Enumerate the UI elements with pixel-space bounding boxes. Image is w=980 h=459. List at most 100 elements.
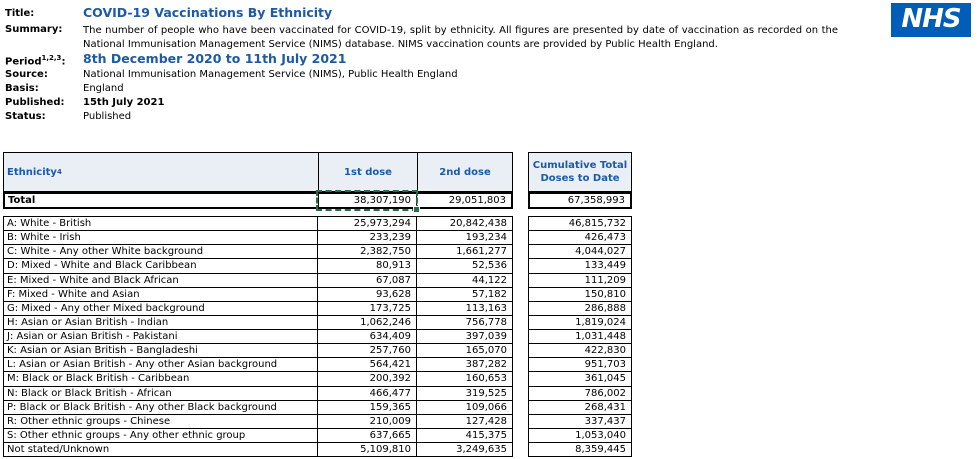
1st-dose-cell[interactable]: 159,365 — [318, 400, 417, 414]
table-row: M: Black or Black British - Caribbean 200… — [4, 372, 512, 387]
source-row: Source: National Immunisation Management… — [0, 69, 458, 80]
cumulative-cell[interactable]: 4,044,027 — [529, 245, 631, 260]
cumulative-cell[interactable]: 422,830 — [529, 344, 631, 359]
header-cell-ethnicity[interactable]: Ethnicity 4 — [4, 153, 319, 191]
ethnicity-cell[interactable]: L: Asian or Asian British - Any other As… — [4, 358, 318, 372]
table-row: G: Mixed - Any other Mixed background 173… — [4, 301, 512, 316]
title-row: Title: COVID-19 Vaccinations By Ethnicit… — [0, 5, 332, 20]
ethnicity-cell[interactable]: D: Mixed - White and Black Caribbean — [4, 259, 318, 273]
status-value: Published — [83, 111, 132, 122]
total-label-cell[interactable]: Total — [5, 194, 319, 207]
cumulative-cell[interactable]: 1,819,024 — [529, 316, 631, 330]
table-row: L: Asian or Asian British - Any other As… — [4, 358, 512, 373]
1st-dose-cell[interactable]: 25,973,294 — [318, 217, 417, 231]
1st-dose-cell[interactable]: 564,421 — [318, 358, 417, 372]
total-cumulative-cell[interactable]: 67,358,993 — [528, 192, 632, 209]
cumulative-cell[interactable]: 111,209 — [529, 274, 631, 288]
cumulative-data-column: 46,815,732 426,473 4,044,027 133,449 111,209… — [528, 216, 632, 457]
2nd-dose-cell[interactable]: 165,070 — [465, 345, 507, 357]
2nd-dose-cell[interactable]: 20,842,438 — [449, 218, 507, 230]
cumulative-cell[interactable]: 951,703 — [529, 358, 631, 373]
total-2nd-dose-cell[interactable]: 29,051,803 — [448, 195, 506, 206]
published-row: Published: 15th July 2021 — [0, 97, 164, 108]
basis-label: Basis: — [5, 83, 39, 94]
ethnicity-cell[interactable]: R: Other ethnic groups - Chinese — [4, 414, 318, 428]
1st-dose-cell[interactable]: 210,009 — [318, 414, 417, 428]
summary-text: The number of people who have been vacci… — [83, 25, 838, 50]
2nd-dose-cell[interactable]: 52,536 — [472, 260, 507, 272]
2nd-dose-cell[interactable]: 113,163 — [465, 302, 507, 314]
1st-dose-cell[interactable]: 80,913 — [318, 259, 417, 273]
cumulative-cell[interactable]: 337,437 — [529, 415, 631, 429]
ethnicity-cell[interactable]: K: Asian or Asian British - Bangladeshi — [4, 344, 318, 358]
published-value: 15th July 2021 — [83, 97, 165, 108]
cumulative-cell[interactable]: 426,473 — [529, 231, 631, 246]
table-row: E: Mixed - White and Black African 67,087… — [4, 273, 512, 288]
header-cell-1st-dose[interactable]: 1st dose — [319, 153, 418, 191]
1st-dose-cell[interactable]: 637,665 — [318, 428, 417, 442]
total-1st-dose-cell[interactable]: 38,307,190 — [319, 194, 417, 207]
cumulative-cell[interactable]: 150,810 — [529, 288, 631, 302]
1st-dose-cell[interactable]: 2,382,750 — [318, 245, 417, 259]
cumulative-cell[interactable]: 786,002 — [529, 387, 631, 401]
cumulative-cell[interactable]: 286,888 — [529, 302, 631, 316]
ethnicity-cell[interactable]: C: White - Any other White background — [4, 245, 318, 259]
ethnicity-cell[interactable]: H: Asian or Asian British - Indian — [4, 315, 318, 329]
1st-dose-cell[interactable]: 67,087 — [318, 273, 417, 287]
2nd-dose-cell[interactable]: 3,249,635 — [456, 444, 507, 456]
cumulative-cell[interactable]: 361,045 — [529, 372, 631, 387]
2nd-dose-cell[interactable]: 127,428 — [465, 415, 507, 427]
table-row: D: Mixed - White and Black Caribbean 80,9… — [4, 259, 512, 274]
2nd-dose-cell[interactable]: 109,066 — [465, 401, 507, 413]
cumulative-cell[interactable]: 1,031,448 — [529, 330, 631, 345]
period-superscript: 1,2,3 — [41, 54, 62, 62]
table-row: Not stated/Unknown 5,109,810 3,249,635 — [4, 443, 512, 457]
ethnicity-cell[interactable]: J: Asian or Asian British - Pakistani — [4, 330, 318, 344]
2nd-dose-cell[interactable]: 57,182 — [472, 288, 507, 300]
ethnicity-cell[interactable]: N: Black or Black British - African — [4, 386, 318, 400]
1st-dose-cell[interactable]: 200,392 — [318, 372, 417, 386]
table-row: C: White - Any other White background 2,3… — [4, 245, 512, 260]
1st-dose-cell[interactable]: 466,477 — [318, 386, 417, 400]
2nd-dose-cell[interactable]: 387,282 — [465, 359, 507, 371]
2nd-dose-cell[interactable]: 756,778 — [465, 316, 507, 328]
ethnicity-header-label: Ethnicity — [7, 166, 57, 178]
header-cell-cumulative-total[interactable]: Cumulative Total Doses to Date — [528, 152, 632, 192]
2nd-dose-cell[interactable]: 44,122 — [472, 274, 507, 286]
table-header: Ethnicity 4 1st dose 2nd dose — [3, 152, 513, 192]
nhs-logo: NHS — [891, 3, 971, 37]
ethnicity-cell[interactable]: Not stated/Unknown — [4, 443, 318, 457]
table-row: P: Black or Black British - Any other Bl… — [4, 400, 512, 415]
cumulative-cell[interactable]: 46,815,732 — [529, 217, 631, 232]
1st-dose-cell[interactable]: 634,409 — [318, 330, 417, 344]
source-label: Source: — [5, 69, 48, 80]
1st-dose-cell[interactable]: 1,062,246 — [318, 315, 417, 329]
2nd-dose-cell[interactable]: 319,525 — [465, 387, 507, 399]
1st-dose-cell[interactable]: 257,760 — [318, 344, 417, 358]
1st-dose-cell[interactable]: 173,725 — [318, 301, 417, 315]
2nd-dose-cell[interactable]: 415,375 — [465, 429, 507, 441]
period-colon: : — [61, 56, 66, 68]
cumulative-cell[interactable]: 268,431 — [529, 401, 631, 415]
header-cell-2nd-dose[interactable]: 2nd dose — [418, 153, 512, 191]
table-row: J: Asian or Asian British - Pakistani 634… — [4, 330, 512, 345]
cumulative-cell[interactable]: 133,449 — [529, 259, 631, 274]
ethnicity-cell[interactable]: E: Mixed - White and Black African — [4, 273, 318, 287]
ethnicity-cell[interactable]: S: Other ethnic groups - Any other ethni… — [4, 428, 318, 442]
cumulative-cell[interactable]: 8,359,445 — [575, 444, 626, 456]
2nd-dose-cell[interactable]: 397,039 — [465, 331, 507, 343]
ethnicity-cell[interactable]: P: Black or Black British - Any other Bl… — [4, 400, 318, 414]
2nd-dose-cell[interactable]: 193,234 — [465, 232, 507, 244]
ethnicity-cell[interactable]: F: Mixed - White and Asian — [4, 287, 318, 301]
1st-dose-cell[interactable]: 93,628 — [318, 287, 417, 301]
ethnicity-cell[interactable]: G: Mixed - Any other Mixed background — [4, 301, 318, 315]
1st-dose-cell[interactable]: 5,109,810 — [318, 443, 417, 457]
cumulative-cell[interactable]: 1,053,040 — [529, 429, 631, 443]
period-label: Period1,2,3: — [0, 51, 83, 67]
1st-dose-cell[interactable]: 233,239 — [318, 231, 417, 245]
ethnicity-cell[interactable]: M: Black or Black British - Caribbean — [4, 372, 318, 386]
2nd-dose-cell[interactable]: 160,653 — [465, 373, 507, 385]
2nd-dose-cell[interactable]: 1,661,277 — [456, 246, 507, 258]
ethnicity-cell[interactable]: B: White - Irish — [4, 231, 318, 245]
ethnicity-cell[interactable]: A: White - British — [4, 217, 318, 231]
